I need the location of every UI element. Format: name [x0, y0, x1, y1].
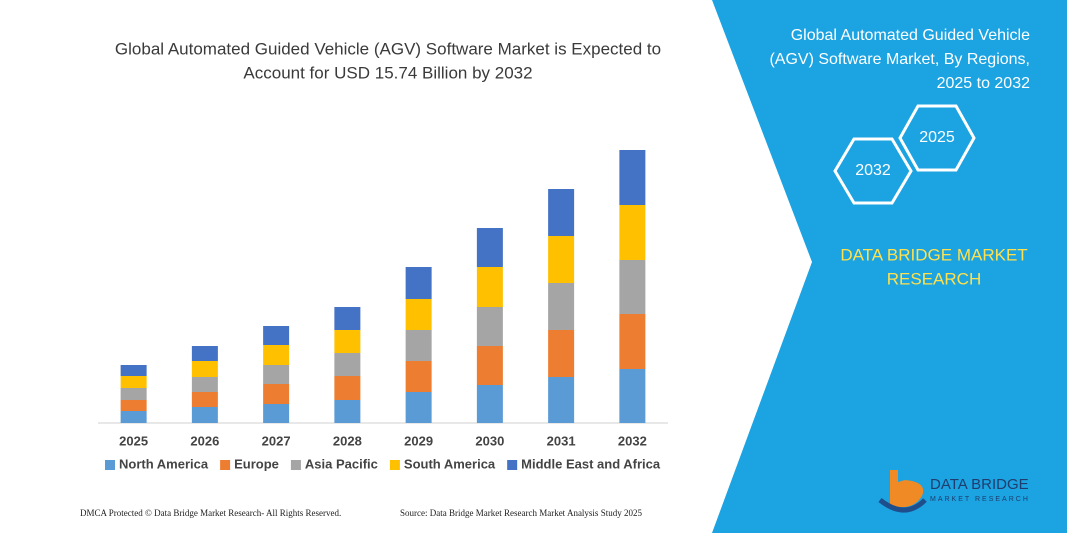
logo-icon: [878, 470, 927, 513]
bar-segment: [476, 228, 503, 267]
logo-tagline: MARKET RESEARCH: [930, 496, 1030, 503]
bar-segment: [476, 385, 503, 423]
bar-segment: [191, 407, 218, 423]
hexagon-label: 2025: [919, 129, 955, 146]
bar-segment: [263, 384, 290, 404]
bar-segment: [120, 411, 147, 423]
chart-title: Global Automated Guided Vehicle (AGV) So…: [115, 39, 661, 58]
x-tick-label: 2028: [333, 433, 362, 448]
bar-segment: [548, 283, 575, 330]
bar-segment: [619, 314, 646, 369]
legend-swatch: [389, 460, 400, 470]
bar-segment: [334, 353, 361, 376]
x-tick-label: 2029: [404, 433, 433, 448]
footer-text: DMCA Protected © Data Bridge Market Rese…: [80, 508, 341, 518]
hexagon: [833, 137, 913, 205]
bar-segment: [120, 400, 147, 411]
bar-segment: [405, 392, 432, 423]
bar-segment: [263, 365, 290, 384]
chart-title: Account for USD 15.74 Billion by 2032: [243, 63, 532, 82]
x-tick-label: 2025: [119, 433, 148, 448]
bar-segment: [476, 346, 503, 385]
panel-title: Global Automated Guided Vehicle: [791, 27, 1030, 44]
legend-swatch: [507, 460, 518, 470]
bar-segment: [334, 400, 361, 423]
bar-segment: [334, 330, 361, 353]
bar-segment: [405, 267, 432, 299]
bar-segment: [263, 345, 290, 365]
legend-swatch: [290, 460, 301, 470]
bar-segment: [548, 236, 575, 283]
panel-title: (AGV) Software Market, By Regions,: [769, 51, 1030, 68]
bar-segment: [120, 388, 147, 400]
hexagon: [898, 104, 976, 172]
x-tick-label: 2030: [475, 433, 504, 448]
legend-label: North America: [119, 456, 209, 471]
bar-segment: [334, 307, 361, 330]
bar-segment: [619, 150, 646, 205]
x-tick-label: 2027: [262, 433, 291, 448]
side-panel: [712, 0, 1067, 533]
bar-segment: [120, 376, 147, 388]
bar-segment: [619, 369, 646, 423]
bar-segment: [191, 361, 218, 377]
bar-segment: [191, 392, 218, 407]
bar-segment: [476, 267, 503, 307]
bar-segment: [263, 404, 290, 423]
x-tick-label: 2031: [547, 433, 576, 448]
brand-text: DATA BRIDGE MARKET: [840, 245, 1027, 264]
legend-swatch: [220, 460, 231, 470]
logo-name: DATA BRIDGE: [930, 476, 1029, 493]
x-tick-label: 2026: [190, 433, 219, 448]
bar-segment: [476, 307, 503, 346]
bar-segment: [120, 365, 147, 376]
bar-segment: [191, 346, 218, 361]
bar-segment: [619, 205, 646, 260]
legend-label: Asia Pacific: [305, 456, 378, 471]
panel-title: 2025 to 2032: [937, 75, 1031, 92]
bar-segment: [405, 330, 432, 361]
hexagon-label: 2032: [855, 162, 891, 179]
bar-segment: [191, 377, 218, 392]
legend-label: Europe: [234, 456, 279, 471]
legend-label: Middle East and Africa: [521, 456, 661, 471]
bar-segment: [548, 330, 575, 377]
bar-segment: [405, 299, 432, 330]
legend-label: South America: [404, 456, 496, 471]
bar-segment: [548, 189, 575, 236]
legend-swatch: [105, 460, 115, 470]
footer-text: Source: Data Bridge Market Research Mark…: [400, 508, 642, 518]
x-tick-label: 2032: [618, 433, 647, 448]
bar-segment: [334, 376, 361, 400]
brand-text: RESEARCH: [887, 269, 981, 288]
bar-segment: [548, 377, 575, 423]
bar-segment: [405, 361, 432, 392]
bar-segment: [263, 326, 290, 345]
bar-segment: [619, 260, 646, 314]
